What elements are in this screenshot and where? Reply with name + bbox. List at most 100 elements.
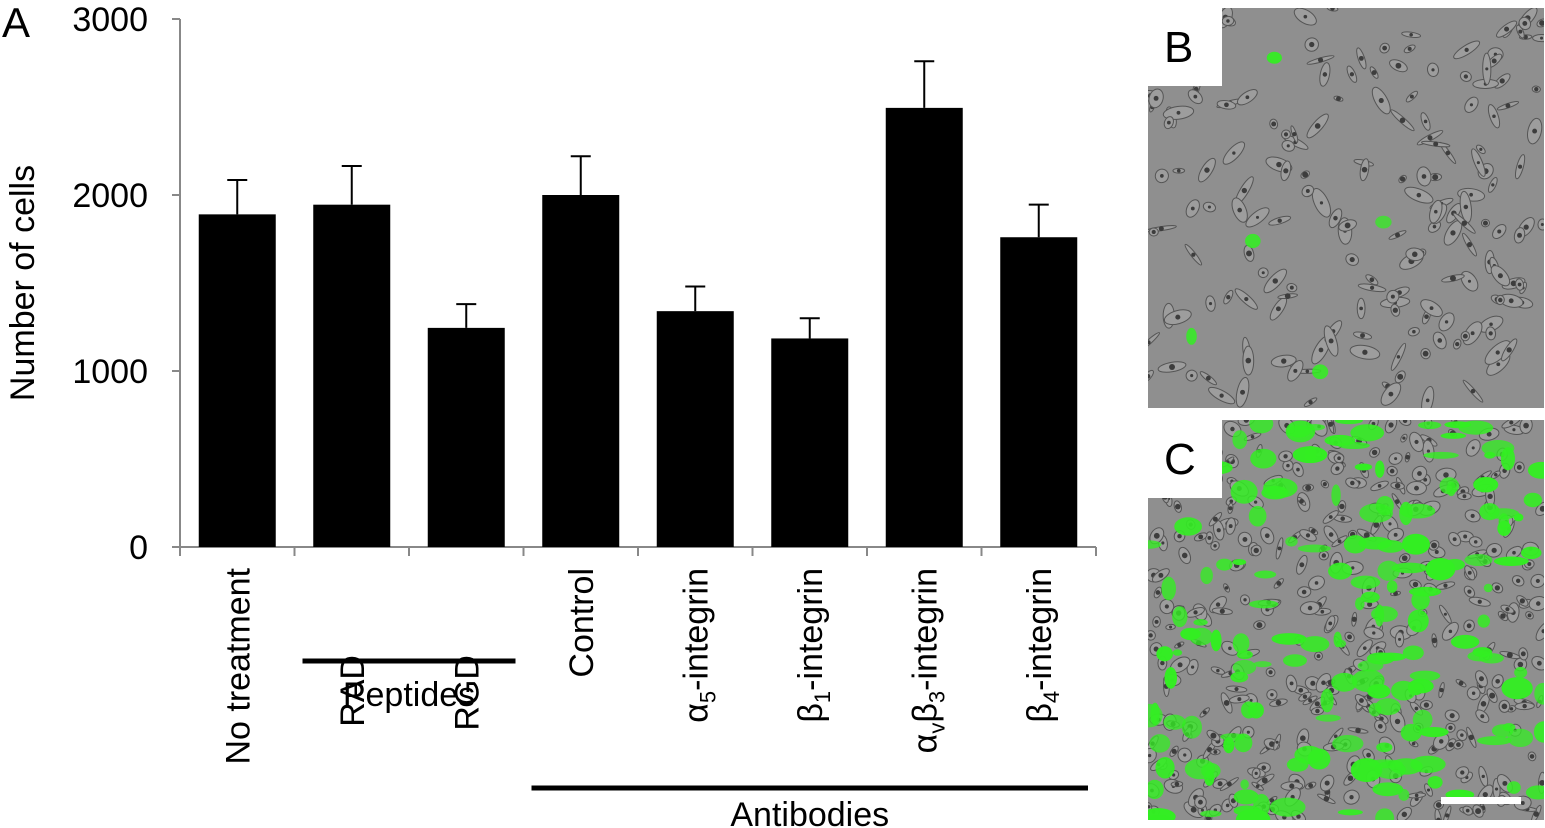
fluorescent-cell [1286,757,1309,772]
cell-nucleus [1164,604,1169,609]
cell-nucleus [1277,218,1282,223]
cell-nucleus [1414,706,1419,711]
cell-nucleus [1319,201,1324,205]
cell-nucleus [1318,347,1324,353]
cell-nucleus [1316,654,1321,659]
fluorescent-cell [1375,215,1392,229]
cell-nucleus [1337,539,1342,544]
fluorescent-cell [1409,670,1441,682]
cell-nucleus [1169,364,1175,370]
bar [313,204,391,547]
cell-nucleus [1359,306,1363,311]
cell-nucleus [1495,678,1500,684]
fluorescent-cell [1376,742,1393,753]
cell-nucleus [1462,333,1468,339]
cell-nucleus [1534,86,1539,92]
fluorescent-cell [1534,682,1544,705]
cell-nucleus [1314,123,1321,129]
cell-nucleus [1217,781,1223,787]
fluorescent-cell [1357,660,1384,672]
cell-nucleus [1308,783,1314,788]
cell-nucleus [1296,467,1300,472]
cell-nucleus [1437,338,1443,343]
fluorescent-cell [1354,463,1373,471]
fluorescent-cell [1439,477,1460,495]
fluorescent-cell [1220,733,1245,741]
x-tick-label: RGD [448,655,486,731]
cell-nucleus [1487,493,1493,500]
cell-nucleus [1465,808,1470,813]
cell-nucleus [1505,607,1510,612]
panel-label-c: C [1164,435,1196,484]
fluorescent-cell [1334,420,1363,425]
cell-nucleus [1202,710,1207,715]
cell-nucleus [1423,702,1430,708]
cell-nucleus [1347,634,1352,640]
fluorescent-cell [1501,677,1533,700]
cell-nucleus [1224,586,1229,590]
cell-nucleus [1314,581,1319,585]
cell-nucleus [1494,473,1498,477]
bar [542,195,620,547]
fluorescent-cell [1210,629,1222,652]
cell-nucleus [1160,174,1164,178]
fluorescent-cell [1315,714,1341,722]
fluorescent-cell [1375,460,1385,478]
cell-nucleus [1362,349,1368,355]
cell-nucleus [1468,734,1475,741]
fluorescent-cell [1523,492,1543,508]
cell-nucleus [1501,703,1508,710]
cell-nucleus [1219,393,1224,398]
cell-nucleus [1286,144,1290,148]
cell-nucleus [1213,750,1218,754]
cell-nucleus [1302,694,1308,699]
cell-nucleus [1414,439,1419,444]
x-tick-label: β4-integrin [1021,568,1064,723]
cell-nucleus [1299,562,1305,568]
cell-nucleus [1289,285,1294,290]
bar [198,214,276,548]
cell-nucleus [1502,780,1508,786]
cell-nucleus [1269,741,1275,747]
cell-nucleus [1237,207,1243,213]
cell-nucleus [1540,36,1544,40]
cell-nucleus [1539,779,1544,786]
cell-nucleus [1333,215,1338,221]
cell-nucleus [1303,14,1308,19]
panel-label-b-box: B [1148,8,1222,86]
fluorescent-cell [1223,737,1235,754]
fluorescent-cell [1172,606,1188,628]
bar-chart: 0 1000 2000 3000 Number of cells No treatment… [4,1,1097,828]
cell-nucleus [1270,692,1274,697]
cell-nucleus [1517,661,1524,668]
cell-nucleus [1463,74,1469,79]
cell-nucleus [1301,589,1307,595]
fluorescent-cell [1232,430,1248,450]
x-tick-label: Control [563,568,601,678]
fluorescent-cell [1148,779,1164,800]
cell-nucleus [1509,707,1514,711]
bar [771,338,849,547]
fluorescent-cell [1374,761,1407,779]
cell-nucleus [1193,94,1198,99]
fluorescent-cell [1245,233,1261,249]
cell-nucleus [1245,357,1252,364]
fluorescent-cell [1184,758,1216,780]
scale-bar [1441,797,1521,804]
fluorescent-cell [1525,785,1544,800]
fluorescent-cell [1374,604,1385,627]
fluorescent-cell [1533,721,1544,743]
cell-nucleus [1148,753,1152,758]
fluorescent-cell [1418,421,1442,430]
cell-nucleus [1339,503,1345,510]
cell-nucleus [1300,735,1306,742]
fluorescent-cell [1266,51,1282,64]
cell-nucleus [1424,314,1429,319]
cell-nucleus [1253,500,1258,504]
cell-nucleus [1289,681,1294,686]
cell-nucleus [1148,805,1151,809]
cell-nucleus [1292,131,1297,137]
cell-nucleus [1512,428,1516,432]
cell-nucleus [1158,226,1164,232]
cell-nucleus [1369,285,1375,290]
